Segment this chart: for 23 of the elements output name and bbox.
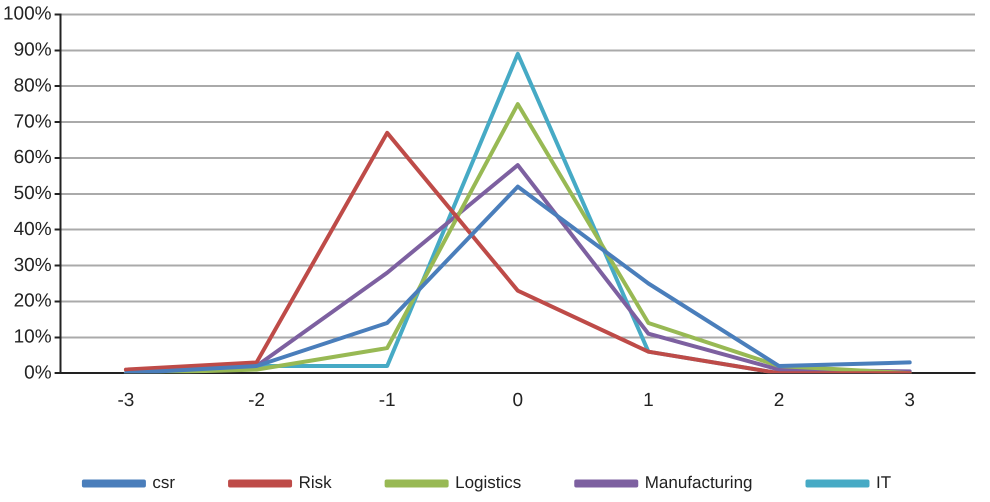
y-tick-label: 20% [14,290,52,312]
y-tick-label: 90% [14,40,52,61]
y-tick-label: 100% [2,4,52,25]
legend-label: csr [152,473,176,492]
legend-label: IT [876,473,892,492]
y-tick-label: 70% [14,111,52,132]
legend-label: Risk [298,473,332,492]
x-tick-label: 1 [643,390,654,411]
x-tick-label: -3 [117,390,134,411]
x-tick-label: -1 [378,390,396,411]
x-tick-label: 2 [774,390,784,411]
y-tick-label: 30% [14,254,52,276]
y-tick-label: 0% [24,362,52,384]
y-tick-label: 40% [14,218,52,240]
y-tick-label: 60% [14,147,52,168]
x-tick-label: 0 [512,390,524,411]
y-tick-label: 80% [14,75,52,96]
y-tick-label: 50% [14,183,52,204]
x-tick-label: 3 [904,390,915,411]
legend-label: Logistics [455,473,522,492]
legend-label: Manufacturing [644,473,752,492]
y-tick-label: 10% [14,326,52,348]
x-tick-label: -2 [248,390,265,411]
